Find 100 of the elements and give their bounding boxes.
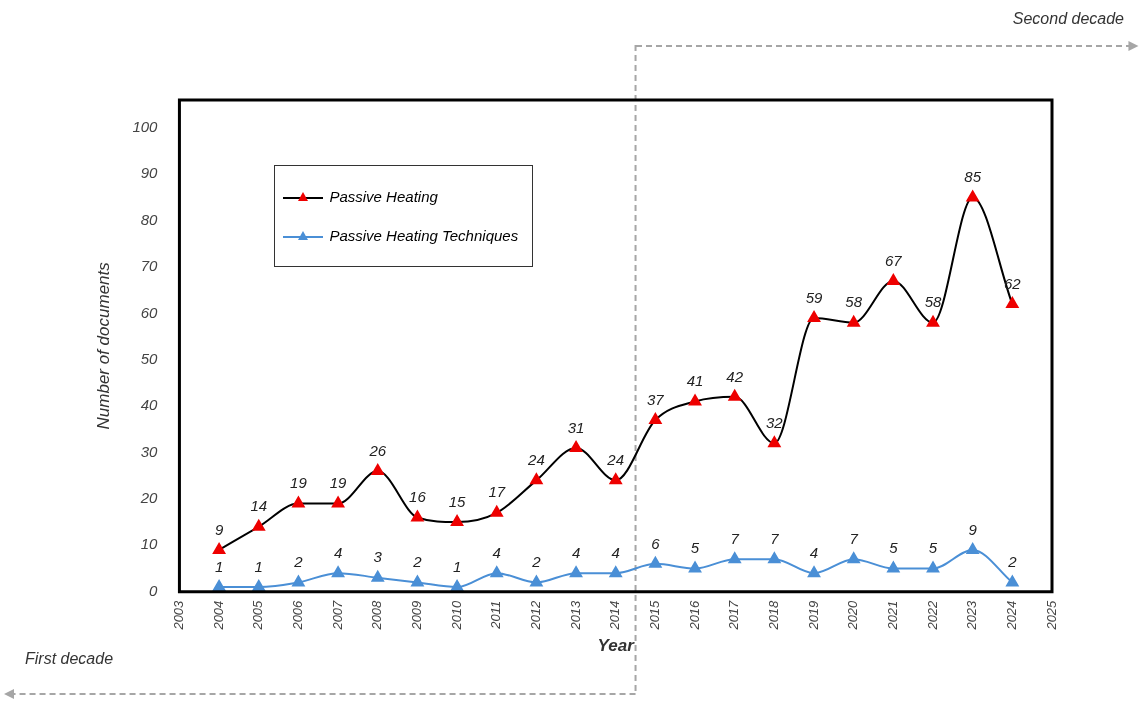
point	[292, 575, 305, 587]
data-label: 1	[452, 557, 462, 575]
data-label: 3	[373, 548, 383, 566]
data-label: 42	[726, 367, 744, 385]
point	[212, 580, 226, 592]
data-label: 67	[885, 251, 903, 269]
x-tick-label: 2014	[607, 600, 623, 631]
y-tick-label: 50	[140, 349, 159, 367]
data-label: 24	[527, 451, 545, 469]
data-label: 4	[492, 543, 501, 561]
x-tick-label: 2020	[845, 599, 861, 631]
data-label: 9	[214, 520, 224, 538]
x-tick-label: 2007	[329, 599, 345, 631]
x-tick-label: 2018	[765, 599, 781, 631]
data-label: 2	[1007, 553, 1018, 571]
x-tick-label: 2003	[171, 599, 187, 631]
data-label: 7	[849, 529, 859, 547]
point	[331, 566, 345, 578]
data-label: 41	[686, 372, 704, 390]
data-label: 9	[968, 520, 978, 538]
point	[728, 552, 741, 564]
x-tick-label: 2004	[210, 600, 226, 631]
y-tick-label: 10	[140, 535, 159, 553]
x-tick-label: 2022	[924, 599, 940, 631]
point	[966, 542, 979, 554]
data-label: 19	[290, 474, 308, 492]
data-label: 58	[845, 293, 863, 311]
x-tick-label: 2013	[567, 599, 583, 631]
x-tick-label: 2017	[726, 599, 742, 631]
y-tick-label: 100	[132, 118, 159, 135]
data-label: 4	[611, 543, 620, 561]
data-label: 1	[254, 557, 263, 575]
y-tick-label: 90	[140, 164, 159, 182]
y-axis-title: Number of documents	[93, 261, 113, 430]
x-tick-label: 2011	[488, 600, 504, 630]
x-tick-label: 2009	[409, 600, 425, 631]
point	[688, 561, 702, 573]
point	[411, 575, 424, 587]
point	[887, 561, 900, 573]
point	[1006, 575, 1019, 587]
data-label: 19	[329, 474, 348, 492]
point	[252, 580, 265, 592]
data-label: 2	[531, 553, 542, 571]
x-axis-title: Year	[597, 636, 636, 656]
x-tick-label: 2005	[250, 599, 266, 631]
x-tick-label: 2012	[528, 599, 543, 631]
x-tick-label: 2019	[805, 600, 821, 631]
y-tick-label: 70	[140, 257, 159, 275]
point	[847, 552, 860, 564]
y-tick-label: 0	[149, 581, 159, 599]
data-label: 59	[805, 288, 824, 306]
point	[371, 570, 384, 582]
y-tick-label: 60	[140, 303, 159, 321]
x-tick-label: 2015	[646, 599, 662, 631]
data-label: 14	[250, 497, 268, 515]
legend-label: Passive Heating	[329, 188, 438, 205]
x-tick-label: 2024	[1003, 600, 1019, 631]
x-tick-label: 2008	[369, 599, 385, 631]
x-tick-label: 2006	[290, 599, 306, 631]
legend-label: Passive Heating Techniques	[329, 227, 519, 244]
x-tick-label: 2010	[448, 599, 464, 631]
data-label: 4	[333, 543, 343, 561]
text: First decade	[25, 650, 114, 668]
point	[807, 566, 821, 578]
point	[768, 552, 781, 564]
data-label: 2	[293, 553, 304, 571]
point	[490, 566, 503, 578]
data-label: 7	[770, 529, 780, 547]
text: Second decade	[1012, 10, 1124, 28]
data-label: 2	[412, 553, 423, 571]
data-label: 6	[651, 534, 661, 552]
data-label: 31	[567, 418, 585, 436]
data-label: 32	[766, 413, 784, 431]
data-label: 26	[368, 441, 387, 459]
y-tick-label: 30	[140, 442, 159, 460]
x-tick-label: 2023	[964, 599, 980, 631]
y-tick-label: 20	[139, 489, 159, 507]
data-label: 24	[606, 451, 625, 469]
data-label: 17	[488, 483, 506, 501]
point	[530, 575, 543, 587]
data-label: 4	[809, 543, 819, 561]
data-label: 85	[964, 168, 982, 186]
data-label: 16	[409, 488, 427, 506]
data-label: 4	[571, 543, 581, 561]
x-tick-label: 2016	[686, 599, 702, 631]
y-tick-label: 80	[140, 210, 159, 228]
data-label: 1	[214, 557, 224, 575]
x-tick-label: 2025	[1043, 599, 1059, 631]
data-label: 7	[730, 529, 740, 547]
point	[649, 556, 662, 568]
data-label: 5	[928, 539, 938, 557]
data-label: 58	[924, 293, 943, 311]
data-label: 37	[647, 390, 665, 408]
x-tick-label: 2021	[884, 600, 900, 631]
data-label: 5	[889, 539, 899, 557]
point	[926, 561, 940, 573]
data-label: 15	[448, 492, 467, 510]
point	[609, 566, 622, 578]
point	[569, 566, 583, 578]
data-label: 5	[690, 539, 700, 557]
